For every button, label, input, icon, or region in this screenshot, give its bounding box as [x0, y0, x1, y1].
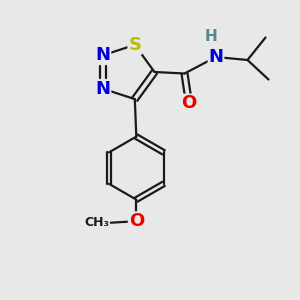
- Text: N: N: [208, 48, 224, 66]
- Text: S: S: [128, 36, 141, 54]
- Text: H: H: [205, 28, 218, 44]
- Text: N: N: [95, 46, 110, 64]
- Text: O: O: [129, 212, 144, 230]
- Text: O: O: [182, 94, 196, 112]
- Text: N: N: [95, 80, 110, 98]
- Text: CH₃: CH₃: [84, 216, 109, 229]
